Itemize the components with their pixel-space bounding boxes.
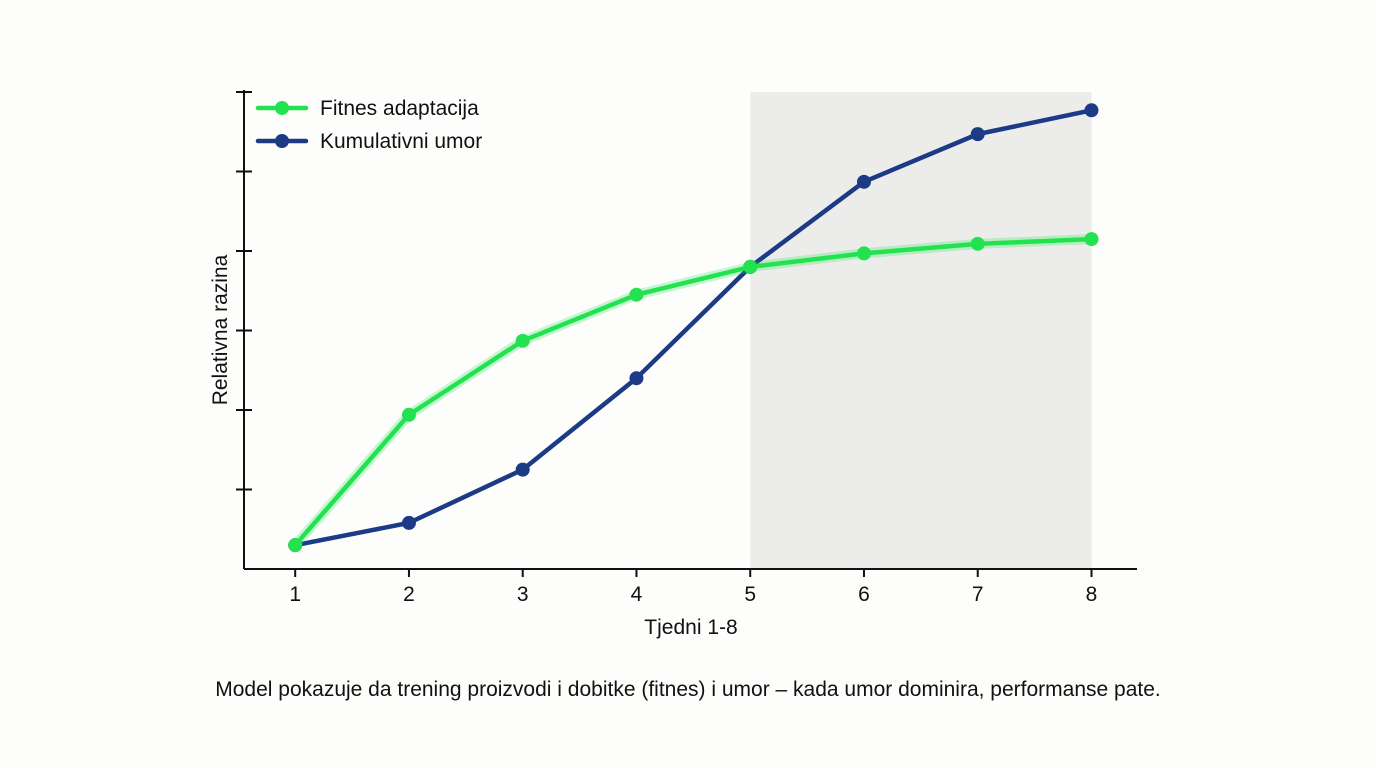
highlight-region-layer xyxy=(750,92,1092,569)
series-line xyxy=(292,108,1094,548)
series-point xyxy=(629,371,644,386)
x-tick-label-2: 2 xyxy=(403,583,415,606)
legend-swatch-marker xyxy=(275,101,289,115)
series-point xyxy=(743,259,758,274)
series-point xyxy=(515,333,530,348)
series-point xyxy=(970,236,985,251)
chart-caption: Model pokazuje da trening proizvodi i do… xyxy=(215,678,1161,701)
series-point xyxy=(401,515,416,530)
x-ticks: 1 2 3 4 5 6 7 8 xyxy=(289,569,1097,606)
series-point xyxy=(515,462,530,477)
series-point xyxy=(629,287,644,302)
series-point xyxy=(1084,232,1099,247)
x-tick-label-7: 7 xyxy=(972,583,984,606)
x-tick-label-8: 8 xyxy=(1086,583,1098,606)
legend-label: Kumulativni umor xyxy=(320,130,482,153)
series-line xyxy=(292,236,1094,548)
x-axis-label: Tjedni 1-8 xyxy=(644,616,737,639)
legend: Fitnes adaptacija Kumulativni umor xyxy=(255,97,482,153)
x-tick-label-3: 3 xyxy=(517,583,529,606)
highlight-region xyxy=(750,92,1092,569)
series-layer xyxy=(288,103,1099,553)
series-1 xyxy=(288,232,1099,553)
x-tick-label-6: 6 xyxy=(858,583,870,606)
series-point xyxy=(401,407,416,422)
x-tick-label-1: 1 xyxy=(289,583,301,606)
x-tick-label-4: 4 xyxy=(631,583,643,606)
series-point xyxy=(970,127,985,142)
series-point xyxy=(288,538,303,553)
y-ticks xyxy=(236,91,252,491)
legend-item-1: Fitnes adaptacija xyxy=(255,97,479,120)
y-axis-label: Relativna razina xyxy=(209,254,232,405)
legend-item-2: Kumulativni umor xyxy=(255,130,482,153)
series-point xyxy=(856,174,871,189)
x-tick-label-5: 5 xyxy=(744,583,756,606)
series-point xyxy=(856,246,871,261)
legend-swatch-marker xyxy=(275,134,289,148)
series-point xyxy=(1084,103,1099,118)
legend-label: Fitnes adaptacija xyxy=(320,97,479,120)
